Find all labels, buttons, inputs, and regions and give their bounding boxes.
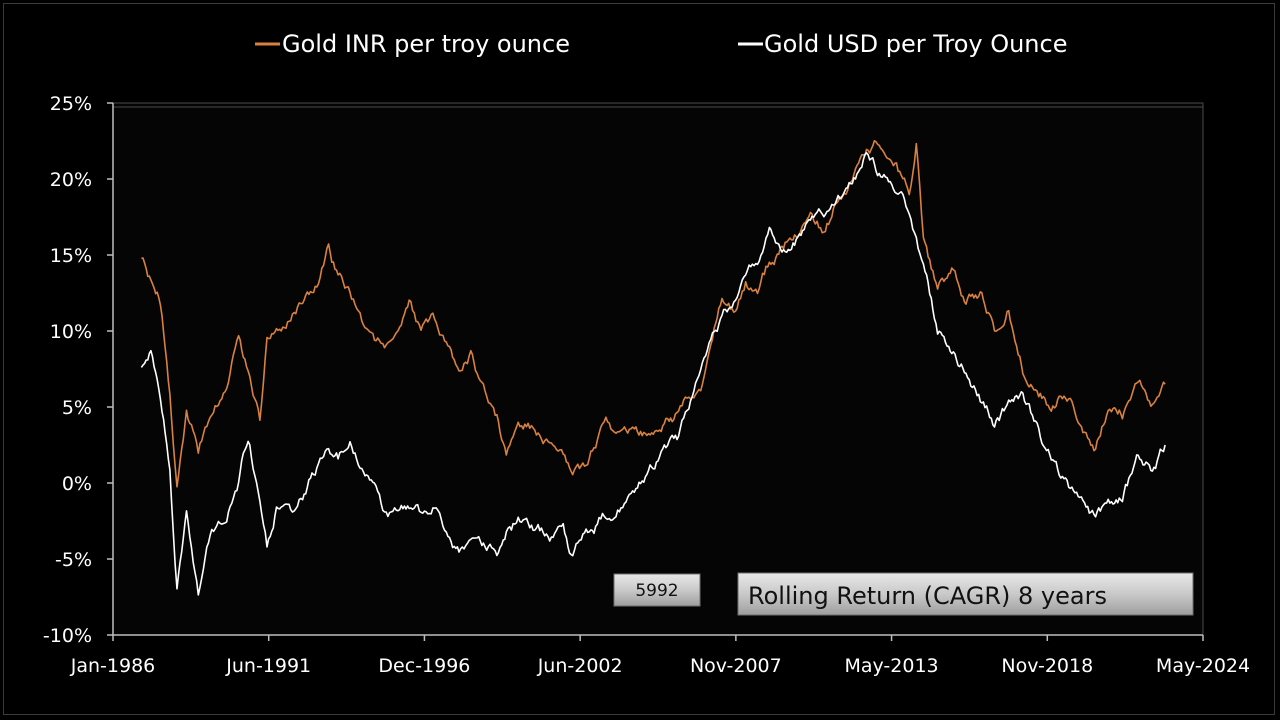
y-tick-label: 25% (50, 93, 92, 115)
plot-area (112, 102, 1204, 636)
axes: 25% 20% 15% 10% 5% 0% -5% -10% Jan-1986 Jun-1991 D… (43, 93, 1250, 677)
y-tick-label: 0% (62, 473, 92, 495)
chart-frame (3, 3, 1275, 715)
y-tick-label: 15% (50, 245, 92, 267)
caption-box-bg (737, 572, 1194, 616)
count-box-bg (613, 573, 701, 607)
y-tick-label: 5% (62, 397, 92, 419)
x-tick-label: May-2024 (1156, 655, 1250, 677)
y-tick-label: -5% (55, 549, 92, 571)
legend-label-inr: Gold INR per troy ounce (282, 30, 570, 58)
x-tick-label: Jan-1986 (70, 655, 156, 677)
x-tick-label: Nov-2007 (690, 655, 782, 677)
series-line-gold-inr (141, 140, 1166, 488)
x-tick-label: Nov-2018 (1001, 655, 1093, 677)
caption-box-text: Rolling Return (CAGR) 8 years (748, 582, 1107, 610)
y-tick-label: 20% (50, 169, 92, 191)
x-tick-label: Jun-2002 (537, 655, 623, 677)
series-layer (140, 140, 1166, 596)
x-tick-label: Jun-1991 (225, 655, 311, 677)
count-box-text: 5992 (635, 581, 678, 601)
chart-legend: Gold INR per troy ounce Gold USD per Tro… (255, 30, 1067, 58)
y-tick-label: 10% (50, 321, 92, 343)
y-tick-label: -10% (43, 625, 92, 647)
series-line-gold-usd (140, 152, 1166, 596)
legend-label-usd: Gold USD per Troy Ounce (764, 30, 1067, 58)
caption-box: Rolling Return (CAGR) 8 years (737, 572, 1194, 616)
count-box: 5992 (613, 573, 701, 607)
x-tick-label: Dec-1996 (378, 655, 470, 677)
x-tick-label: May-2013 (844, 655, 938, 677)
